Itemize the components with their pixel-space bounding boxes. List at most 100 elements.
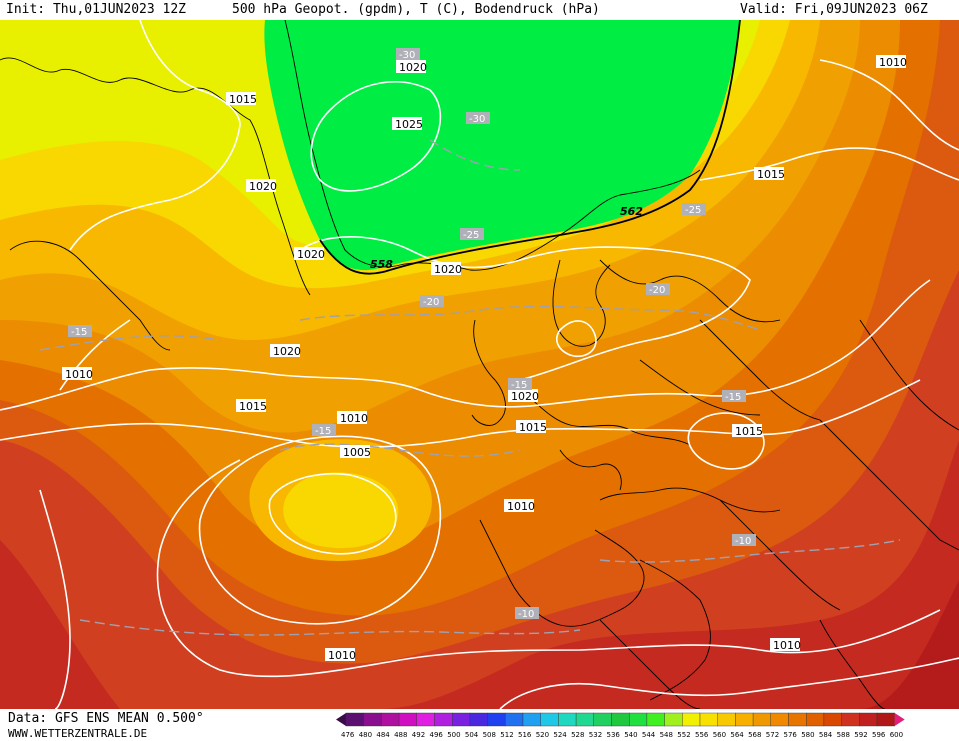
color-scale: 476 480 484 488 492 496 500 504 508 512 516 520 524 5… [336, 712, 905, 739]
svg-text:1020: 1020 [249, 180, 277, 193]
svg-text:-15: -15 [725, 392, 741, 403]
colorbar-tick-label: 508 [483, 731, 496, 739]
colorbar-tick-label: 492 [412, 731, 425, 739]
colorbar-swatch [682, 712, 701, 727]
temperature-label: -10 [515, 607, 539, 620]
colorbar-right-arrow [894, 713, 905, 726]
isobar-label: 1015 [732, 424, 763, 438]
colorbar-swatch [611, 712, 630, 727]
svg-text:1010: 1010 [328, 649, 356, 662]
colorbar-left-arrow [336, 713, 346, 726]
svg-text:1010: 1010 [340, 412, 368, 425]
weather-map: 558 562 1015 1020 1025 1020 1020 1020 10… [0, 20, 959, 709]
field-weak-low-core [283, 472, 399, 549]
colorbar-swatch [416, 712, 435, 727]
colorbar-tick-label: 588 [837, 731, 850, 739]
colorbar-swatch [717, 712, 736, 727]
svg-text:-20: -20 [649, 285, 665, 296]
colorbar-swatch [469, 712, 488, 727]
isobar-label: 1010 [62, 367, 93, 381]
colorbar-swatch [664, 712, 683, 727]
svg-text:1020: 1020 [511, 390, 539, 403]
isobar-label: 1015 [754, 167, 785, 181]
isobar-label: 1015 [236, 399, 267, 413]
colorbar-swatch [558, 712, 577, 727]
colorbar-swatch [451, 712, 471, 727]
svg-text:1015: 1015 [519, 421, 547, 434]
colorbar-tick-label: 564 [730, 731, 744, 739]
temperature-label: -30 [466, 112, 490, 125]
coastlines [0, 20, 959, 709]
valid-time: Valid: Fri,09JUN2023 06Z [740, 2, 928, 17]
svg-text:1010: 1010 [879, 56, 907, 69]
colorbar-tick-label: 556 [695, 731, 709, 739]
colorbar-tick-label: 576 [784, 731, 798, 739]
geopotential-label-558: 558 [370, 258, 393, 271]
svg-text:1010: 1010 [773, 639, 801, 652]
map-footer: Data: GFS ENS MEAN 0.500° WWW.WETTERZENT… [0, 709, 959, 741]
map-title: 500 hPa Geopot. (gpdm), T (C), Bodendruc… [232, 2, 600, 17]
isobar-label: 1020 [270, 344, 301, 358]
svg-text:-25: -25 [463, 230, 479, 241]
svg-text:1020: 1020 [297, 248, 325, 261]
colorbar-tick-label: 496 [430, 731, 444, 739]
svg-text:-30: -30 [399, 50, 415, 61]
data-source: Data: GFS ENS MEAN 0.500° [8, 711, 204, 726]
isobar-label: 1010 [504, 499, 535, 513]
colorbar-tick-label: 540 [624, 731, 637, 739]
colorbar-swatch [345, 712, 364, 727]
svg-text:-10: -10 [518, 609, 534, 620]
geopotential-label-562: 562 [620, 205, 643, 218]
colorbar-tick-label: 572 [766, 731, 779, 739]
colorbar-swatch [629, 712, 648, 727]
colorbar-tick-label: 500 [447, 731, 460, 739]
isobar-label: 1020 [246, 179, 277, 193]
colorbar-swatch [841, 712, 860, 727]
colorbar-swatch [788, 712, 807, 727]
isobar-label: 1010 [876, 55, 907, 69]
colorbar-tick-label: 512 [500, 731, 513, 739]
isobar-label: 1015 [516, 420, 547, 434]
colorbar-tick-label: 544 [642, 731, 656, 739]
colorbar-swatch [593, 712, 612, 727]
isobar-label: 1015 [226, 92, 257, 106]
svg-text:1015: 1015 [239, 400, 267, 413]
svg-text:1015: 1015 [229, 93, 257, 106]
colorbar-swatch [398, 712, 417, 727]
isobar-label: 1010 [325, 648, 356, 662]
map-header: Init: Thu,01JUN2023 12Z 500 hPa Geopot. … [0, 0, 959, 20]
colorbar-tick-label: 488 [394, 731, 407, 739]
colorbar-tick-label: 480 [359, 731, 372, 739]
colorbar-tick-label: 568 [748, 731, 761, 739]
svg-text:1015: 1015 [735, 425, 763, 438]
temperature-label: -15 [68, 325, 92, 338]
svg-text:1020: 1020 [273, 345, 301, 358]
colorbar-tick-label: 560 [713, 731, 726, 739]
colorbar-swatch [505, 712, 524, 727]
svg-text:1020: 1020 [399, 61, 427, 74]
colorbar-tick-label: 580 [801, 731, 814, 739]
init-time: Init: Thu,01JUN2023 12Z [6, 2, 187, 17]
colorbar-swatch [522, 712, 541, 727]
svg-text:-15: -15 [71, 327, 87, 338]
temperature-label: -15 [722, 390, 746, 403]
temperature-label: -25 [682, 203, 706, 216]
isobar-label: 1005 [340, 445, 371, 459]
colorbar-tick-label: 584 [819, 731, 833, 739]
colorbar-swatch [823, 712, 842, 727]
colorbar-tick-label: 548 [660, 731, 673, 739]
temperature-label: -10 [732, 534, 756, 547]
isobar-label: 1020 [431, 262, 462, 276]
colorbar-tick-label: 516 [518, 731, 532, 739]
svg-text:-30: -30 [469, 114, 485, 125]
temperature-label: -20 [646, 283, 670, 296]
colorbar-swatch [752, 712, 772, 727]
colorbar-swatch [646, 712, 665, 727]
colorbar-tick-label: 528 [571, 731, 584, 739]
colorbar-tick-label: 484 [376, 731, 390, 739]
colorbar-tick-label: 520 [536, 731, 549, 739]
temperature-label: -25 [460, 228, 484, 241]
svg-text:1010: 1010 [65, 368, 93, 381]
isobar-label: 1020 [508, 389, 539, 403]
colorbar-swatch [363, 712, 382, 727]
